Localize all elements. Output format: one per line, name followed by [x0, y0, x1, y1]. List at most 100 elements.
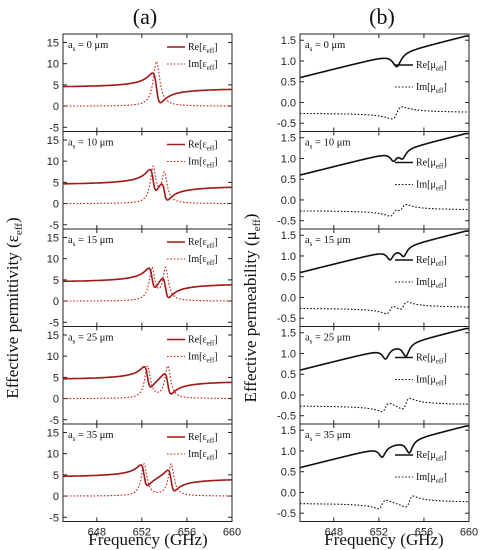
series-re_eps-line — [63, 365, 232, 395]
y-tick-label: 10 — [47, 156, 59, 168]
y-tick-label: -0.5 — [277, 411, 296, 423]
legend-label: Im[μeff] — [416, 375, 447, 388]
y-tick-label: 5 — [53, 80, 59, 92]
y-tick-label: 10 — [47, 254, 59, 266]
spacing-annotation: as = 0 μm — [305, 40, 345, 53]
chart-panel-b-2: 1.5 1.0 0.5 0.0 -0.5 as = 10 μm Re[μeff] Im[μef… — [277, 131, 470, 230]
legend-label: Re[μeff] — [416, 450, 447, 463]
y-tick-label: 1.5 — [281, 230, 296, 242]
left-xlabel: Frequency (GHz) — [88, 530, 207, 549]
legend-label: Re[μeff] — [416, 255, 447, 268]
legend-label: Re[εeff] — [188, 42, 218, 55]
y-tick-label: 15 — [47, 37, 59, 49]
y-tick-label: -0.5 — [277, 508, 296, 520]
y-tick-label: 5 — [53, 372, 59, 384]
y-tick-label: 1.0 — [281, 153, 296, 165]
series-im_eps-line — [63, 463, 232, 497]
x-tick-label: 652 — [370, 527, 388, 539]
y-tick-label: 0.5 — [281, 174, 296, 186]
y-tick-label: -5 — [49, 415, 59, 427]
series-re_mu-line — [299, 327, 469, 371]
legend-label: Re[εeff] — [188, 335, 218, 348]
legend-label: Re[εeff] — [188, 140, 218, 153]
y-tick-label: -5 — [49, 317, 59, 329]
plot-frame — [62, 423, 233, 522]
y-tick-label: 0.0 — [281, 195, 296, 207]
y-tick-label: 15 — [47, 232, 59, 244]
chart-panel-a-1: 15 10 5 0 -5 as = 0 μm Re[εeff] Im[εeff] — [47, 33, 233, 134]
right-xlabel: Frequency (GHz) — [324, 530, 443, 549]
spacing-annotation: as = 25 μm — [305, 333, 351, 346]
series-im_eps-line — [63, 266, 232, 302]
y-tick-label: 10 — [47, 449, 59, 461]
legend-label: Im[μeff] — [416, 82, 447, 95]
y-tick-label: 15 — [47, 135, 59, 147]
y-tick-label: 5 — [53, 470, 59, 482]
y-tick-label: 0.0 — [281, 390, 296, 402]
y-tick-label: 1.0 — [281, 56, 296, 68]
y-tick-label: 10 — [47, 59, 59, 71]
legend-label: Re[μeff] — [416, 60, 447, 73]
series-im_mu-line — [300, 106, 469, 120]
y-tick-label: 5 — [53, 177, 59, 189]
chart-panel-a-2: 15 10 5 0 -5 as = 10 μm Re[εeff] Im[εeff] — [47, 131, 233, 232]
y-tick-label: 0 — [53, 491, 59, 503]
y-tick-label: 0 — [53, 199, 59, 211]
series-re_eps-line — [63, 72, 232, 104]
left-ylabel: Effective permittivity (εeff) — [3, 217, 25, 398]
legend-label: Im[εeff] — [188, 157, 218, 170]
spacing-annotation: as = 35 μm — [68, 430, 114, 443]
y-tick-label: 15 — [47, 427, 59, 439]
y-tick-label: 0.5 — [281, 467, 296, 479]
y-tick-label: -5 — [49, 220, 59, 232]
y-tick-label: 0.0 — [281, 487, 296, 499]
spacing-annotation: as = 10 μm — [68, 138, 114, 151]
y-tick-label: 1.0 — [281, 251, 296, 263]
legend-label: Im[μeff] — [416, 277, 447, 290]
y-tick-label: 0 — [53, 101, 59, 113]
y-tick-label: 1.0 — [281, 348, 296, 360]
series-re_mu-line — [299, 230, 469, 274]
x-tick-label: 656 — [178, 527, 196, 539]
spacing-annotation: as = 15 μm — [305, 235, 351, 248]
y-tick-label: 1.0 — [281, 446, 296, 458]
x-tick-label: 660 — [460, 527, 478, 539]
legend-label: Re[εeff] — [188, 237, 218, 250]
x-tick-label: 656 — [415, 527, 433, 539]
spacing-annotation: as = 35 μm — [305, 430, 351, 443]
legend-label: Re[εeff] — [188, 432, 218, 445]
legend-label: Re[μeff] — [416, 158, 447, 171]
x-tick-label: 660 — [223, 527, 241, 539]
x-tick-label: 648 — [325, 527, 343, 539]
legend-label: Im[μeff] — [416, 180, 447, 193]
y-tick-label: 0.0 — [281, 97, 296, 109]
y-tick-label: -0.5 — [277, 216, 296, 228]
y-tick-label: 0 — [53, 296, 59, 308]
x-tick-label: 648 — [88, 527, 106, 539]
y-tick-label: 0.5 — [281, 272, 296, 284]
legend-label: Re[μeff] — [416, 353, 447, 366]
series-re_mu-line — [299, 425, 469, 469]
series-re_eps-line — [63, 464, 232, 492]
y-tick-label: 1.5 — [281, 35, 296, 47]
y-tick-label: 0.5 — [281, 369, 296, 381]
y-tick-label: 5 — [53, 275, 59, 287]
panel-b-tag: (b) — [369, 4, 395, 29]
chart-panel-b-1: 1.5 1.0 0.5 0.0 -0.5 as = 0 μm Re[μeff] Im[μeff… — [277, 33, 470, 132]
series-im_eps-line — [63, 60, 232, 107]
chart-panel-a-5: 15 10 5 0 -5 648 652 656 660 as = 35 μm Re[εeff] Im… — [47, 423, 241, 539]
spacing-annotation: as = 25 μm — [68, 333, 114, 346]
legend-label: Im[εeff] — [188, 352, 218, 365]
y-tick-label: -5 — [49, 512, 59, 524]
y-tick-label: -0.5 — [277, 118, 296, 130]
y-tick-label: -5 — [49, 122, 59, 134]
chart-panel-b-5: 1.5 1.0 0.5 0.0 -0.5 648 652 656 660 as = 35 μm Re… — [277, 423, 478, 539]
x-tick-label: 652 — [133, 527, 151, 539]
legend-label: Im[εeff] — [188, 254, 218, 267]
y-tick-label: 15 — [47, 330, 59, 342]
y-tick-label: 10 — [47, 351, 59, 363]
y-tick-label: 0 — [53, 394, 59, 406]
series-im_mu-line — [300, 397, 469, 413]
chart-panel-a-4: 15 10 5 0 -5 as = 25 μm Re[εeff] Im[εeff] — [47, 326, 233, 427]
legend-label: Im[εeff] — [188, 449, 218, 462]
